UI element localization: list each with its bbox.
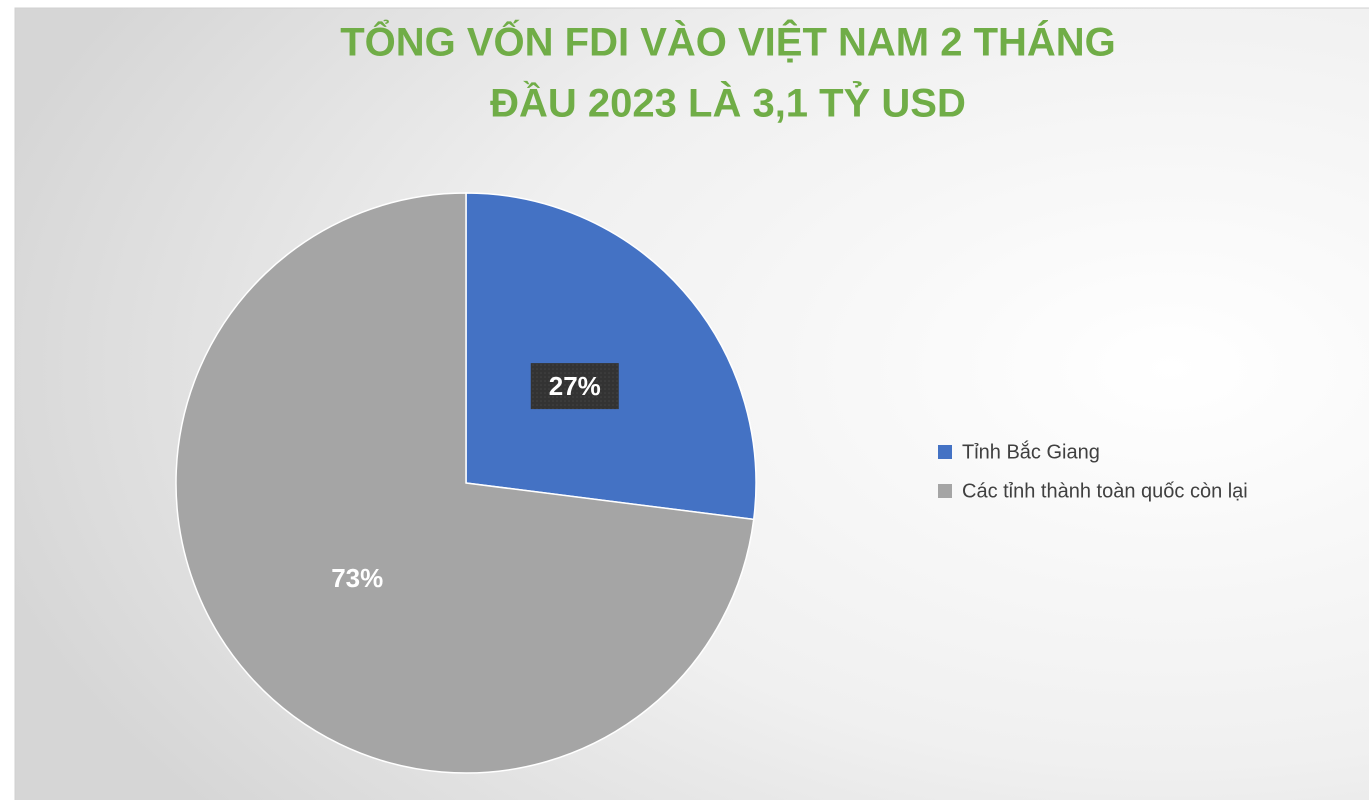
pie-slice <box>465 192 757 521</box>
legend-label: Tỉnh Bắc Giang <box>962 440 1100 463</box>
legend-swatch <box>938 484 952 498</box>
data-label: 73% <box>331 563 383 593</box>
legend-label: Các tỉnh thành toàn quốc còn lại <box>962 480 1248 502</box>
chart-title: TỔNG VỐN FDI VÀO VIỆT NAM 2 THÁNG <box>340 18 1116 65</box>
legend-swatch <box>938 445 952 459</box>
label-box <box>530 363 619 410</box>
chart-title: ĐẦU 2023 LÀ 3,1 TỶ USD <box>490 80 966 126</box>
pie-slice <box>175 192 755 774</box>
data-label: 27% <box>549 371 601 401</box>
